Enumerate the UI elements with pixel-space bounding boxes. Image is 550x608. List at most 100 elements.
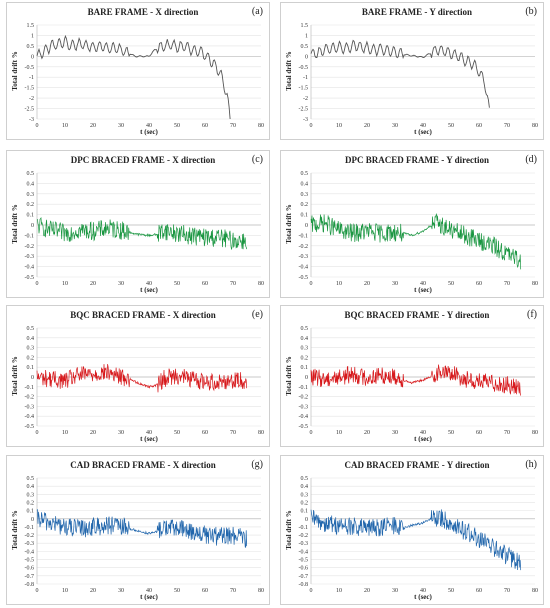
y-tick-label: 0.2 — [301, 355, 309, 361]
y-tick-label: -0.4 — [299, 549, 309, 555]
y-tick-label: -0.8 — [25, 582, 35, 588]
panel-label: (e) — [251, 309, 263, 320]
y-tick-label: 1.5 — [301, 23, 309, 29]
y-tick-label: -1 — [29, 75, 34, 81]
x-tick-label: 80 — [532, 588, 538, 594]
x-tick-label: 60 — [202, 281, 208, 287]
x-tick-label: 30 — [118, 123, 124, 129]
y-tick-label: 0.5 — [301, 44, 309, 50]
y-axis-label: Total drift % — [285, 51, 293, 91]
x-tick-label: 40 — [146, 430, 152, 436]
x-tick-label: 70 — [504, 430, 510, 436]
y-tick-label: 0 — [31, 375, 34, 381]
x-tick-label: 40 — [146, 123, 152, 129]
y-tick-label: 0.5 — [27, 326, 35, 332]
panel-label: (g) — [251, 459, 263, 470]
y-tick-label: -0.5 — [299, 558, 309, 564]
y-tick-label: -0.1 — [299, 233, 309, 239]
y-tick-label: -1.5 — [25, 86, 35, 92]
x-tick-label: 20 — [90, 588, 96, 594]
x-axis-label: t (sec) — [140, 593, 158, 601]
x-tick-label: 50 — [448, 281, 454, 287]
x-axis-label: t (sec) — [414, 128, 432, 136]
series-line — [36, 34, 231, 120]
x-tick-label: 10 — [62, 123, 68, 129]
x-tick-label: 30 — [118, 430, 124, 436]
x-tick-label: 10 — [62, 588, 68, 594]
x-tick-label: 60 — [202, 588, 208, 594]
y-tick-label: -3 — [303, 117, 308, 123]
plot-area: 0.50.40.30.20.10-0.1-0.2-0.3-0.4-0.50 10 2… — [299, 326, 539, 436]
x-tick-label: 20 — [90, 123, 96, 129]
y-tick-label: -0.4 — [299, 265, 309, 271]
x-tick-label: 70 — [504, 281, 510, 287]
y-tick-label: 0 — [31, 517, 34, 523]
x-tick-label: 0 — [310, 430, 313, 436]
chart-title: DPC BRACED FRAME - Y direction — [345, 155, 489, 165]
y-tick-label: 0.4 — [301, 484, 309, 490]
y-tick-label: -0.5 — [299, 65, 309, 71]
y-tick-label: 0.4 — [301, 336, 309, 342]
y-tick-label: 0.3 — [27, 192, 35, 198]
y-tick-label: -0.3 — [25, 404, 35, 410]
plot-area: 0.50.40.30.20.10-0.1-0.2-0.3-0.4-0.50 10 2… — [25, 171, 265, 287]
series-line — [310, 509, 522, 571]
x-tick-label: 20 — [364, 123, 370, 129]
y-tick-label: 0.5 — [27, 476, 35, 482]
series-line — [310, 364, 522, 396]
x-tick-label: 30 — [392, 588, 398, 594]
y-tick-label: -0.4 — [25, 414, 35, 420]
y-tick-label: -0.7 — [299, 574, 309, 580]
y-tick-label: -0.1 — [299, 385, 309, 391]
x-tick-label: 10 — [336, 430, 342, 436]
x-tick-label: 30 — [392, 430, 398, 436]
series-line — [36, 217, 248, 250]
plot-area: 0.50.40.30.20.10-0.1-0.2-0.3-0.4-0.50 10 2… — [25, 326, 265, 436]
y-tick-label: 0.5 — [27, 44, 35, 50]
x-tick-label: 80 — [258, 281, 264, 287]
x-tick-label: 70 — [230, 588, 236, 594]
panel-label: (d) — [525, 154, 537, 165]
panel-b: BARE FRAME - Y direction (b) 1.5 1 0.5 0 -0.5 -… — [280, 2, 544, 140]
y-tick-label: 0 — [305, 375, 308, 381]
y-tick-label: -0.5 — [299, 424, 309, 430]
x-tick-label: 70 — [504, 588, 510, 594]
y-tick-label: 0.1 — [27, 213, 35, 219]
panel-h: CAD BRACED FRAME - Y direction (h) 0.5 0.4 0… — [280, 455, 544, 605]
y-tick-label: 0.1 — [301, 509, 309, 515]
y-tick-label: -0.8 — [299, 582, 309, 588]
plot-area: 0.5 0.4 0.3 0.2 0.1 0 -0.1 -0.2 -0.3 -0.4 -0.5 -0.6… — [25, 476, 265, 594]
y-tick-label: -0.6 — [25, 566, 35, 572]
x-tick-label: 60 — [202, 123, 208, 129]
x-tick-label: 20 — [364, 430, 370, 436]
x-tick-label: 70 — [230, 123, 236, 129]
panel-label: (f) — [527, 309, 537, 320]
x-axis-label: t (sec) — [414, 593, 432, 601]
x-tick-label: 0 — [310, 281, 313, 287]
y-tick-label: -0.2 — [299, 533, 309, 539]
y-tick-label: -0.1 — [25, 385, 35, 391]
panel-label: (h) — [525, 459, 537, 470]
x-axis-label: t (sec) — [140, 435, 158, 443]
plot-area: 0.5 0.4 0.3 0.2 0.1 0 -0.1 -0.2 -0.3 -0.4 -0.5 -0.6… — [299, 476, 539, 594]
y-axis-label: Total drift % — [285, 510, 293, 550]
y-tick-label: -2.5 — [299, 107, 309, 113]
y-tick-label: 0.2 — [27, 500, 35, 506]
y-tick-label: 0 — [305, 517, 308, 523]
y-axis-label: Total drift % — [11, 51, 19, 91]
x-tick-label: 50 — [448, 430, 454, 436]
y-axis-label: Total drift % — [11, 204, 19, 244]
x-tick-label: 40 — [420, 588, 426, 594]
x-tick-label: 10 — [336, 588, 342, 594]
y-tick-label: 0.4 — [27, 484, 35, 490]
x-tick-label: 70 — [504, 123, 510, 129]
y-tick-label: 0.1 — [301, 365, 309, 371]
series-line — [310, 39, 490, 108]
y-tick-label: -2 — [29, 96, 34, 102]
y-tick-label: 0.4 — [301, 181, 309, 187]
y-axis-label: Total drift % — [11, 510, 19, 550]
x-tick-label: 50 — [174, 588, 180, 594]
x-tick-label: 10 — [336, 123, 342, 129]
x-tick-label: 80 — [258, 588, 264, 594]
